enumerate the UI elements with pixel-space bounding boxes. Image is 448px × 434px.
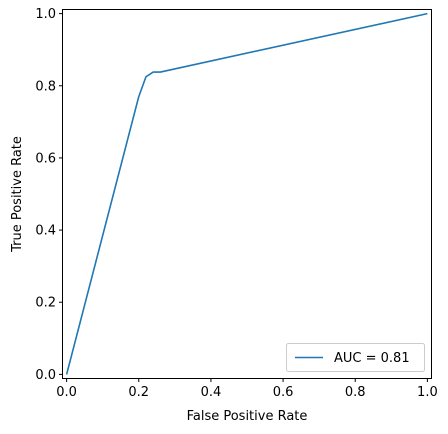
- y-tick-label: 1.0: [35, 7, 56, 22]
- legend-box: [286, 343, 425, 372]
- x-tick-label: 0.2: [128, 385, 149, 400]
- y-tick-label: 0.0: [35, 368, 56, 383]
- y-tick-label: 0.4: [35, 224, 56, 239]
- legend: AUC = 0.81: [286, 343, 425, 372]
- x-tick-label: 0.0: [56, 385, 77, 400]
- y-tick-label: 0.2: [35, 296, 56, 311]
- legend-label: AUC = 0.81: [334, 351, 410, 366]
- y-tick-label: 0.6: [35, 151, 56, 166]
- x-tick-label: 0.6: [273, 385, 294, 400]
- y-tick-label: 0.8: [35, 79, 56, 94]
- x-axis-label: False Positive Rate: [187, 409, 308, 424]
- plot-layer: [65, 12, 428, 375]
- x-tick-label: 0.8: [345, 385, 366, 400]
- roc-curve-line: [65, 12, 428, 375]
- x-tick-label: 0.4: [201, 385, 222, 400]
- x-tick-label: 1.0: [417, 385, 438, 400]
- y-axis-label: True Positive Rate: [10, 136, 25, 253]
- ticks-layer: 0.0 0.2 0.4 0.6 0.8 1.0 0.0 0.2 0.4 0.6 0.8 1.0: [35, 7, 437, 400]
- plot-frame: [62, 9, 432, 379]
